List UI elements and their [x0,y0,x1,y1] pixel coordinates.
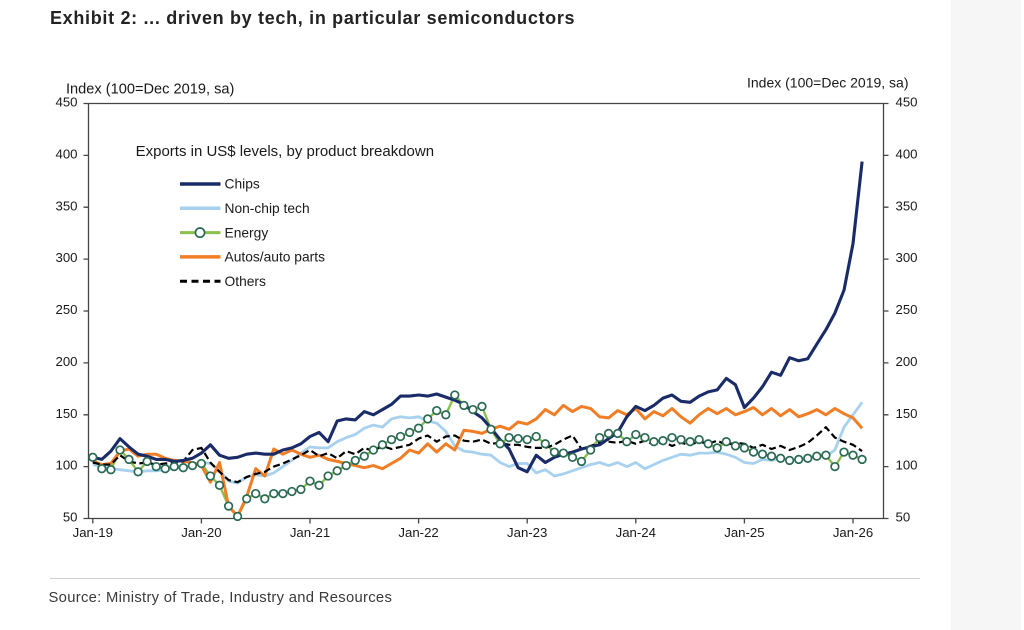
svg-text:200: 200 [55,354,77,369]
svg-text:300: 300 [896,250,918,265]
svg-text:Jan-22: Jan-22 [398,525,438,540]
svg-text:450: 450 [55,95,77,110]
svg-text:Jan-25: Jan-25 [724,525,764,540]
svg-text:Energy: Energy [225,225,269,240]
svg-text:300: 300 [55,250,77,265]
svg-text:100: 100 [896,458,918,473]
svg-text:Jan-20: Jan-20 [181,525,221,540]
svg-text:Jan-24: Jan-24 [616,525,656,540]
svg-text:250: 250 [55,302,77,317]
svg-text:Jan-21: Jan-21 [290,525,330,540]
svg-text:150: 150 [896,406,918,421]
svg-text:Jan-19: Jan-19 [73,525,113,540]
svg-text:Non-chip tech: Non-chip tech [225,201,310,216]
svg-text:250: 250 [896,302,918,317]
svg-text:Autos/auto parts: Autos/auto parts [225,250,326,265]
svg-text:Others: Others [225,274,267,289]
svg-text:400: 400 [896,147,918,162]
svg-text:Chips: Chips [225,177,260,192]
svg-text:350: 350 [55,198,77,213]
svg-text:450: 450 [896,95,918,110]
svg-text:50: 50 [896,510,911,525]
svg-text:Exports in US$ levels, by prod: Exports in US$ levels, by product breakd… [136,143,434,160]
svg-text:50: 50 [63,510,78,525]
svg-text:Jan-26: Jan-26 [833,525,873,540]
svg-text:350: 350 [896,198,918,213]
svg-text:400: 400 [55,147,77,162]
svg-text:100: 100 [55,458,77,473]
svg-text:200: 200 [896,354,918,369]
svg-text:Index (100=Dec 2019, sa): Index (100=Dec 2019, sa) [747,75,909,91]
svg-text:Index (100=Dec 2019, sa): Index (100=Dec 2019, sa) [66,82,234,98]
svg-text:150: 150 [55,406,77,421]
svg-text:Jan-23: Jan-23 [507,525,547,540]
